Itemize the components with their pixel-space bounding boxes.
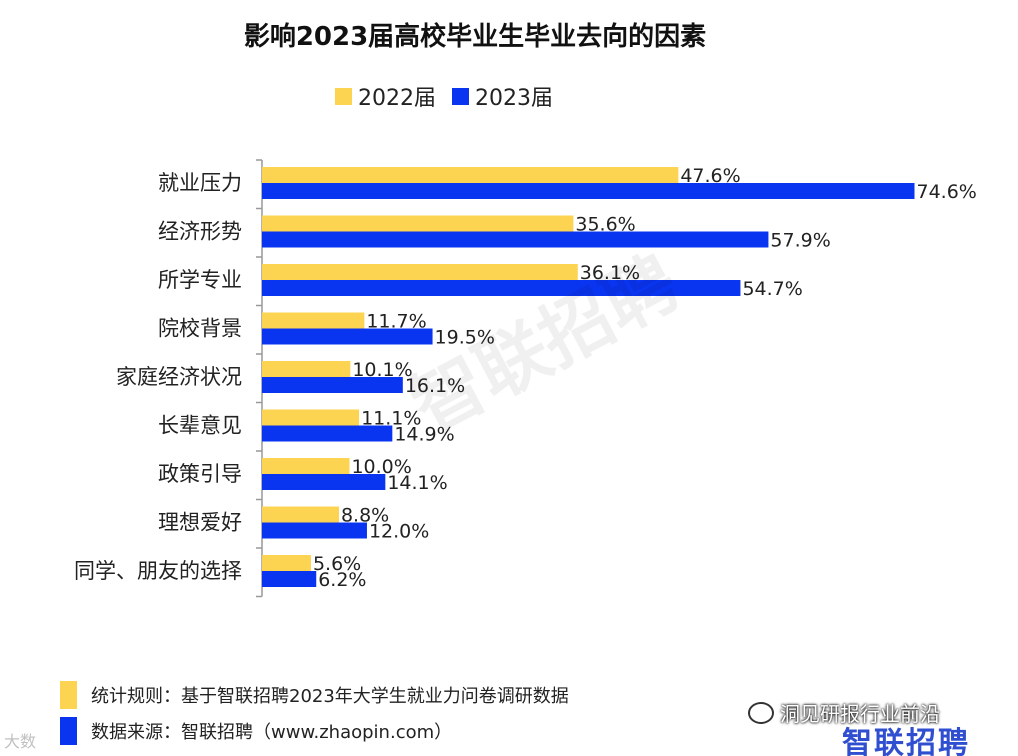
value-label-2023: 16.1% (405, 375, 465, 397)
bar-2023 (262, 425, 393, 442)
value-label-2023: 14.9% (394, 424, 454, 446)
value-label-2023: 54.7% (742, 278, 802, 300)
bar-2023 (262, 183, 915, 199)
legend-label-2022: 2022届 (358, 86, 436, 111)
brand-logo: 智联招聘 (842, 726, 970, 756)
bar-chart: 就业压力 47.6% 74.6% 经济形势 35.6% 57.9% 所学专业 36.1% 54.… (74, 159, 977, 598)
wechat-account-name: 洞见研报行业前沿 (780, 702, 940, 726)
value-label-2022: 36.1% (580, 262, 640, 284)
category-label: 长辈意见 (158, 414, 242, 438)
value-label-2023: 74.6% (917, 181, 977, 203)
bar-2023 (262, 328, 433, 345)
bar-2022 (262, 409, 360, 426)
wechat-badge: 洞见研报行业前沿 (748, 698, 940, 727)
value-label-2023: 6.2% (318, 569, 366, 591)
note-source-text: 数据来源：智联招聘（www.zhaopin.com） (91, 722, 453, 743)
value-label-2023: 14.1% (387, 472, 447, 494)
bar-2023 (262, 377, 403, 393)
legend-label-2023: 2023届 (475, 86, 553, 111)
note-rule-text: 统计规则：基于智联招聘2023年大学生就业力问卷调研数据 (91, 686, 569, 707)
bar-2023 (262, 571, 317, 587)
bar-2022 (262, 312, 365, 329)
value-label-2023: 57.9% (770, 230, 830, 252)
category-label: 家庭经济状况 (116, 365, 242, 389)
bar-2022 (262, 555, 311, 571)
value-label-2022: 47.6% (680, 165, 740, 187)
value-label-2022: 8.8% (341, 505, 389, 527)
legend-item-2022: 2022届 (335, 80, 436, 112)
chart-legend: 2022届 2023届 (335, 80, 553, 112)
bar-2022 (262, 215, 574, 232)
value-label-2022: 10.0% (351, 456, 411, 478)
bar-2022 (262, 506, 339, 523)
legend-swatch-2023 (452, 87, 469, 105)
value-label-2022: 35.6% (575, 214, 635, 236)
bar-2023 (262, 474, 386, 490)
legend-item-2023: 2023届 (452, 80, 553, 112)
category-label: 就业压力 (158, 171, 242, 195)
category-label: 所学专业 (158, 268, 242, 292)
category-label: 院校背景 (158, 317, 242, 341)
value-label-2023: 12.0% (369, 521, 429, 543)
value-label-2022: 11.1% (361, 408, 421, 430)
bar-2023 (262, 522, 367, 539)
bar-2022 (262, 361, 351, 377)
category-label: 政策引导 (158, 462, 242, 486)
note-source: 数据来源：智联招聘（www.zhaopin.com） (60, 717, 452, 745)
bar-2022 (262, 264, 578, 280)
bar-2022 (262, 167, 679, 183)
value-label-2023: 19.5% (435, 327, 495, 349)
bar-2023 (262, 280, 741, 296)
note-source-swatch (60, 717, 77, 745)
category-label: 理想爱好 (158, 511, 242, 535)
category-label: 经济形势 (158, 220, 242, 244)
note-rule-swatch (60, 681, 77, 709)
bar-2023 (262, 231, 769, 248)
value-label-2022: 11.7% (366, 311, 426, 333)
legend-swatch-2022 (335, 87, 352, 105)
note-rule: 统计规则：基于智联招聘2023年大学生就业力问卷调研数据 (60, 681, 569, 709)
wechat-icon (748, 701, 774, 724)
corner-watermark: 大数 (4, 732, 37, 751)
value-label-2022: 5.6% (313, 553, 361, 575)
category-label: 同学、朋友的选择 (74, 559, 242, 583)
value-label-2022: 10.1% (352, 359, 412, 381)
chart-title: 影响2023届高校毕业生毕业去向的因素 (243, 22, 707, 52)
bar-2022 (262, 458, 350, 474)
